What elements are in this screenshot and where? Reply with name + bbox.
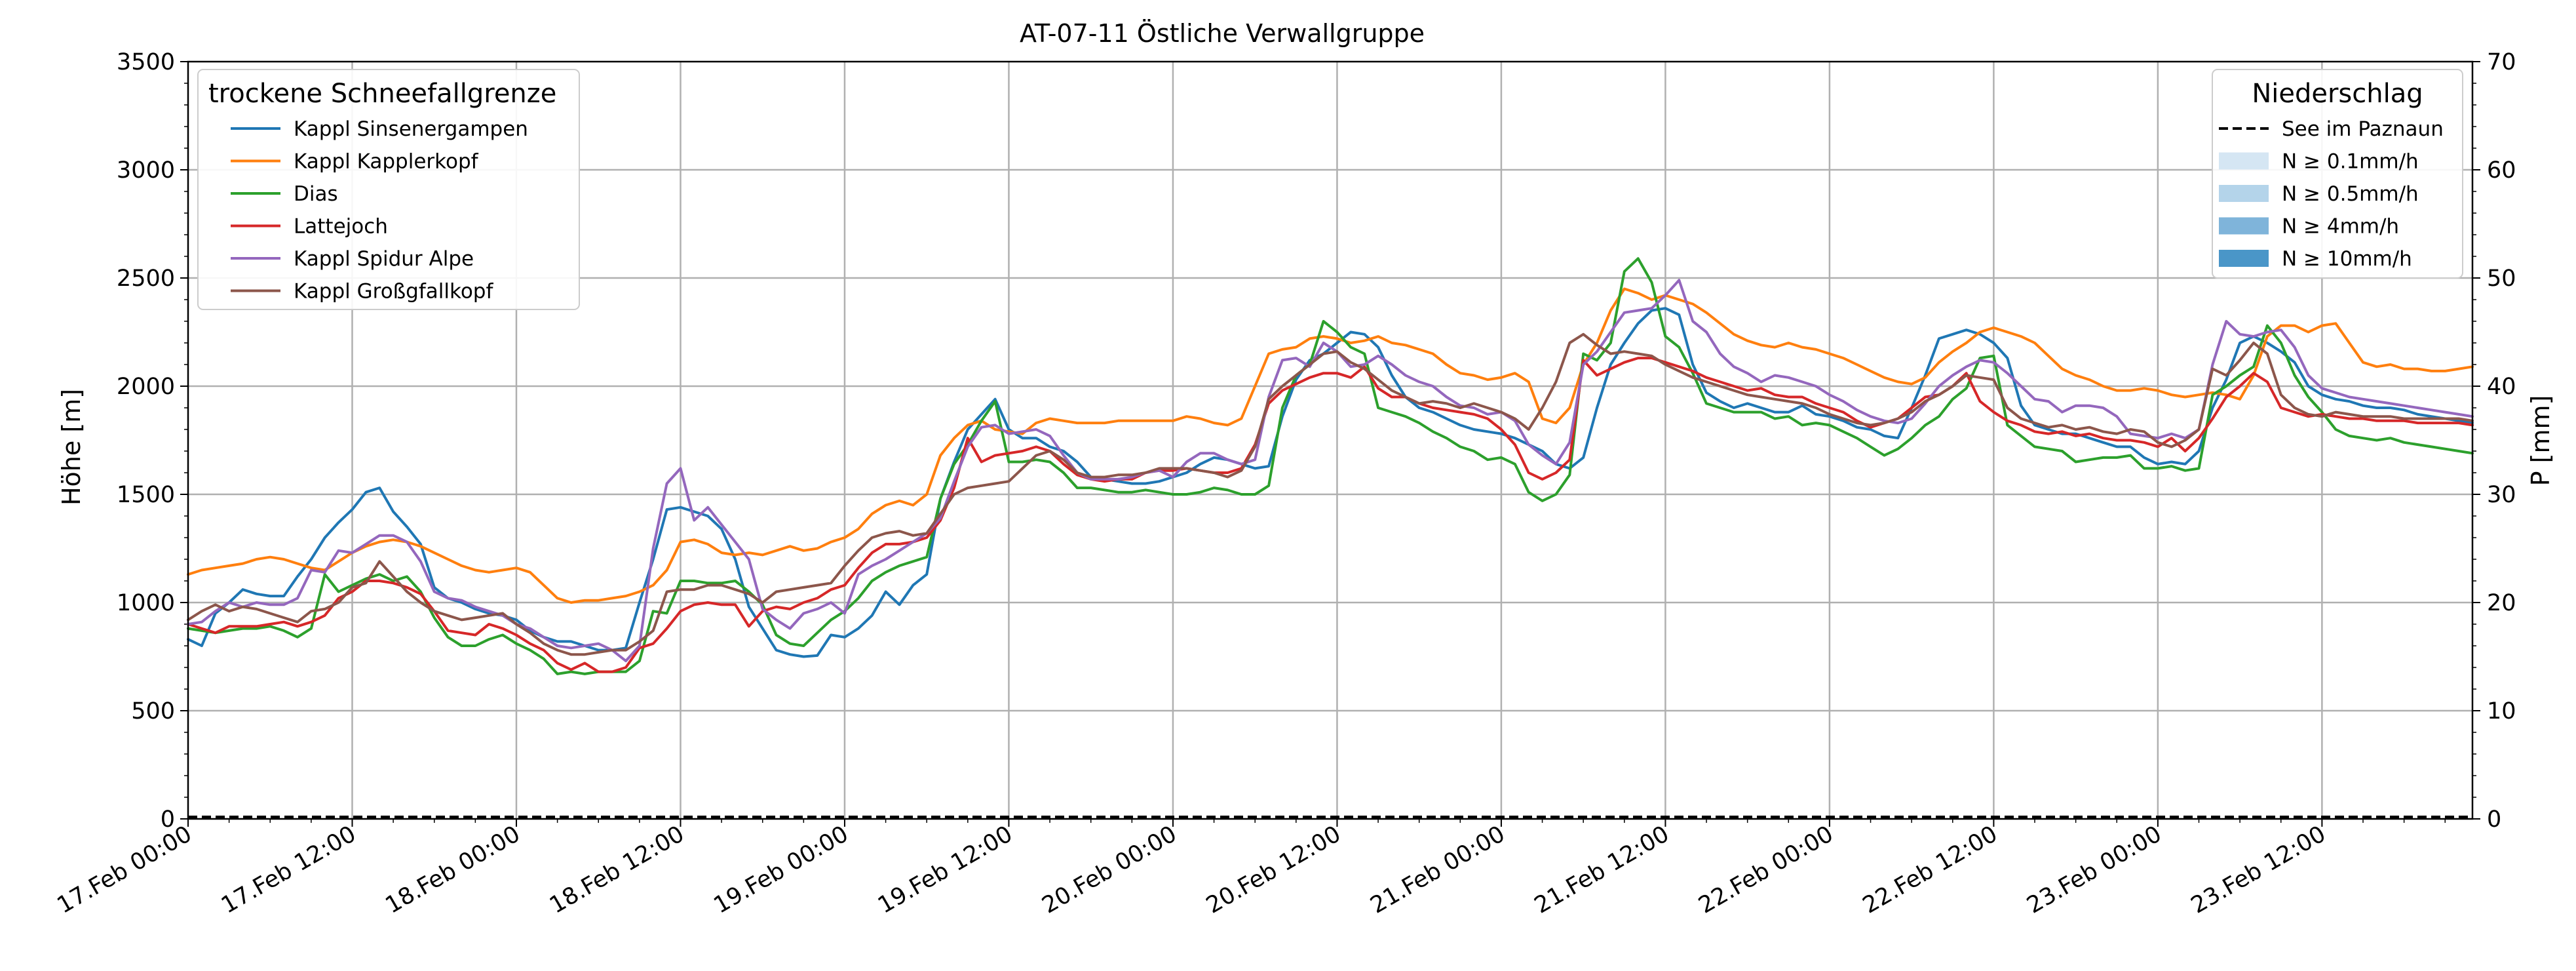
legend-left-label-2: Kappl Kapplerkopf	[294, 150, 479, 174]
legend-right-title: Niederschlag	[2252, 79, 2423, 109]
series-layer	[187, 257, 2474, 675]
legend-right-swatch-3	[2219, 185, 2269, 202]
series-line-2	[187, 287, 2474, 604]
y-tick-label: 3000	[117, 157, 175, 184]
legend-left-label-6: Kappl Großgfallkopf	[294, 280, 493, 304]
y-tick-label: 1000	[117, 590, 175, 616]
y2-tick-label: 70	[2487, 49, 2516, 75]
legend-right-swatch-2	[2219, 152, 2269, 170]
y-tick-label: 2000	[117, 374, 175, 400]
y-tick-label: 3500	[117, 49, 175, 75]
y-axis-title: Höhe [m]	[57, 389, 86, 505]
y-axis-right: 0 10 20 30 40 50 60 70	[2472, 49, 2516, 833]
legend-right-label-3: N ≥ 0.5mm/h	[2282, 182, 2419, 206]
legend-right-label-5: N ≥ 10mm/h	[2282, 247, 2412, 271]
legend-left-box	[197, 69, 580, 310]
plot-frame	[187, 60, 2474, 820]
legend-left-title: trockene Schneefallgrenze	[208, 79, 556, 109]
y2-axis-title: P [mm]	[2526, 395, 2555, 486]
y-tick-label: 500	[131, 698, 175, 724]
y2-tick-label: 30	[2487, 482, 2516, 508]
y2-tick-label: 50	[2487, 266, 2516, 292]
legend-right-label-1: See im Paznaun	[2282, 117, 2444, 141]
legend-left-label-3: Dias	[294, 182, 338, 206]
series-line-4	[187, 357, 2474, 673]
legend-right-swatch-5	[2219, 250, 2269, 267]
y2-tick-label: 0	[2487, 806, 2501, 833]
chart-title: AT-07-11 Östliche Verwallgruppe	[1020, 19, 1425, 48]
series-line-6	[187, 332, 2474, 656]
legend-right-items: See im Paznaun N ≥ 0.1mm/h N ≥ 0.5mm/h N ≥ …	[2219, 117, 2444, 271]
series-line-3	[187, 257, 2474, 675]
y2-tick-label: 60	[2487, 157, 2516, 184]
y-tick-label: 2500	[117, 266, 175, 292]
legend-right: Niederschlag See im Paznaun N ≥ 0.1mm/h N …	[2212, 69, 2463, 279]
y-tick-label: 1500	[117, 482, 175, 508]
legend-right-label-4: N ≥ 4mm/h	[2282, 215, 2399, 239]
y-axis-left: 0 500 1000 1500 2000 2500 3000 3500	[117, 49, 188, 833]
y2-tick-label: 20	[2487, 590, 2516, 616]
y2-tick-label: 10	[2487, 698, 2516, 724]
grid	[188, 62, 2472, 819]
legend-right-label-2: N ≥ 0.1mm/h	[2282, 150, 2419, 174]
legend-right-box	[2212, 69, 2463, 279]
legend-left-label-1: Kappl Sinsenergampen	[294, 117, 528, 141]
y2-tick-label: 40	[2487, 374, 2516, 400]
legend-left-label-5: Kappl Spidur Alpe	[294, 247, 474, 271]
legend-left-items: Kappl Sinsenergampen Kappl Kapplerkopf Dia…	[231, 117, 528, 304]
legend-left-label-4: Lattejoch	[294, 215, 388, 239]
series-line-5	[187, 279, 2474, 663]
y-tick-label: 0	[161, 806, 175, 833]
legend-right-swatch-4	[2219, 217, 2269, 235]
legend-left: trockene Schneefallgrenze Kappl Sinsener…	[197, 69, 580, 310]
